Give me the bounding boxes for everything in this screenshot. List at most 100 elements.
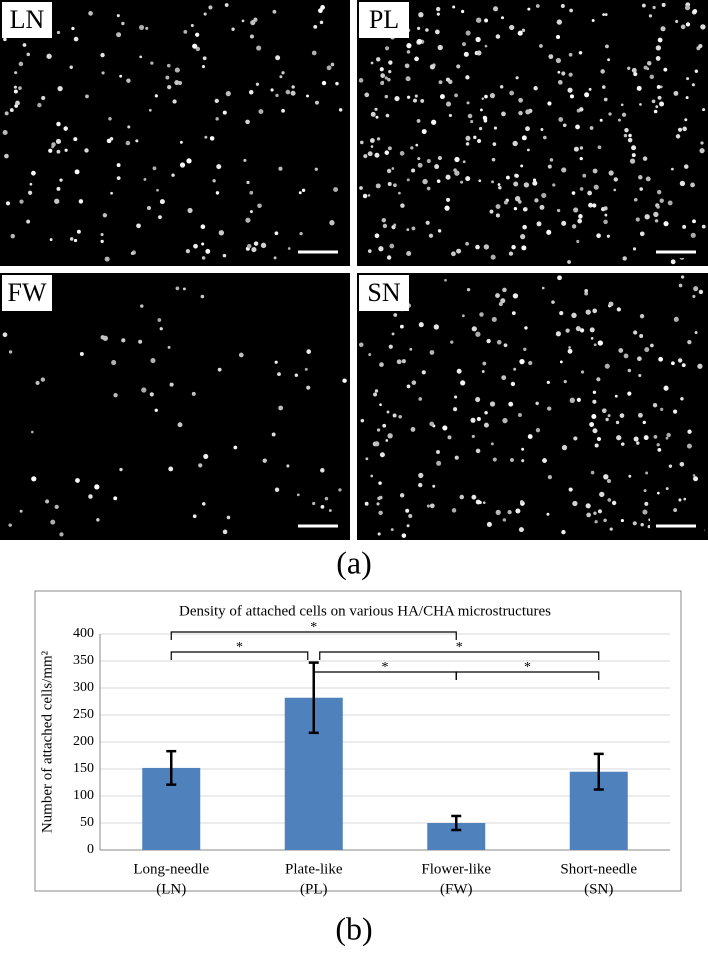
cell-dot: [272, 9, 277, 14]
cell-dot: [471, 434, 475, 439]
cell-dot: [549, 158, 554, 162]
cell-dot: [465, 75, 470, 80]
cell-dot: [532, 180, 538, 186]
cell-dot: [670, 167, 674, 171]
cell-dot: [406, 228, 410, 232]
cell-dot: [557, 70, 561, 74]
cell-dot: [447, 435, 452, 440]
cell-dot: [682, 126, 687, 132]
cell-dot: [541, 192, 547, 199]
cell-dot: [191, 391, 196, 396]
cell-dot: [406, 250, 412, 256]
cell-dot: [519, 358, 525, 365]
caption: (a): [336, 544, 372, 580]
cell-dot: [511, 244, 516, 250]
cell-dot: [245, 217, 251, 223]
cell-dot: [313, 24, 318, 29]
cell-dot: [665, 436, 669, 440]
cell-dot: [501, 375, 507, 381]
cell-dot: [668, 464, 673, 468]
cell-dot: [387, 146, 392, 151]
cell-dot: [515, 76, 519, 80]
cell-dot: [594, 443, 599, 448]
cell-dot: [616, 435, 622, 441]
cell-dot: [444, 205, 450, 211]
cell-dot: [275, 93, 279, 98]
cell-dot: [603, 219, 608, 225]
cell-dot: [63, 126, 68, 131]
cell-dot: [507, 509, 512, 515]
cell-dot: [333, 187, 339, 192]
cell-dot: [482, 361, 487, 366]
cell-dot: [384, 46, 390, 51]
label-box: [2, 275, 52, 311]
cell-dot: [436, 450, 440, 455]
cell-dot: [603, 97, 608, 102]
cell-dot: [174, 67, 180, 73]
cell-dot: [437, 229, 442, 233]
cell-dot: [568, 52, 573, 57]
cell-dot: [394, 96, 400, 102]
cell-dot: [159, 199, 165, 205]
x-tick-label: Flower-like: [421, 861, 491, 877]
cell-dot: [500, 298, 506, 304]
cell-dot: [76, 229, 81, 234]
cell-dot: [359, 186, 363, 190]
cell-dot: [18, 61, 24, 67]
cell-dot: [414, 94, 418, 98]
cell-dot: [632, 247, 637, 251]
cell-dot: [413, 98, 417, 103]
cell-dot: [299, 231, 303, 236]
cell-dot: [141, 387, 147, 393]
cell-dot: [179, 140, 183, 144]
cell-dot: [687, 339, 692, 345]
cell-dot: [515, 173, 519, 178]
significance-label: *: [236, 640, 243, 655]
cell-dot: [686, 77, 690, 81]
cell-dot: [453, 407, 458, 412]
cell-dot: [663, 67, 668, 72]
cell-dot: [478, 126, 483, 131]
cell-dot: [490, 442, 494, 446]
cell-dot: [699, 148, 705, 154]
cell-dot: [584, 288, 589, 293]
scale-bar-bg: [292, 238, 346, 258]
cell-dot: [508, 251, 514, 256]
cell-dot: [667, 200, 673, 206]
panel-label: SN: [367, 278, 400, 307]
cell-dot: [631, 145, 637, 151]
cell-dot: [661, 2, 666, 7]
cell-dot: [547, 475, 552, 480]
cell-dot: [370, 145, 374, 148]
cell-dot: [218, 230, 225, 236]
cell-dot: [559, 360, 563, 364]
cell-dot: [287, 247, 291, 250]
cell-dot: [456, 64, 461, 69]
cell-dot: [30, 430, 34, 434]
cell-dot: [573, 436, 578, 441]
cell-dot: [539, 44, 543, 48]
cell-dot: [73, 137, 78, 142]
cell-dot: [605, 417, 609, 422]
cell-dot: [116, 32, 122, 38]
significance-label: *: [524, 660, 531, 675]
cell-dot: [281, 71, 285, 75]
cell-dot: [638, 175, 643, 180]
cell-dot: [480, 108, 483, 112]
cell-dot: [650, 343, 654, 348]
cell-dot: [375, 115, 379, 119]
significance-bracket: [170, 631, 457, 640]
cell-dot: [64, 148, 68, 152]
cell-dot: [370, 111, 376, 117]
chart-title: Density of attached cells on various HA/…: [179, 603, 551, 619]
cell-dot: [281, 108, 285, 113]
y-tick-label: 100: [73, 788, 94, 803]
cell-dot: [475, 244, 480, 250]
cell-dot: [521, 28, 526, 33]
cell-dot: [26, 219, 31, 224]
cell-dot: [603, 518, 607, 523]
cell-dot: [3, 37, 7, 42]
cell-dot: [306, 385, 311, 390]
cell-dot: [495, 34, 501, 39]
